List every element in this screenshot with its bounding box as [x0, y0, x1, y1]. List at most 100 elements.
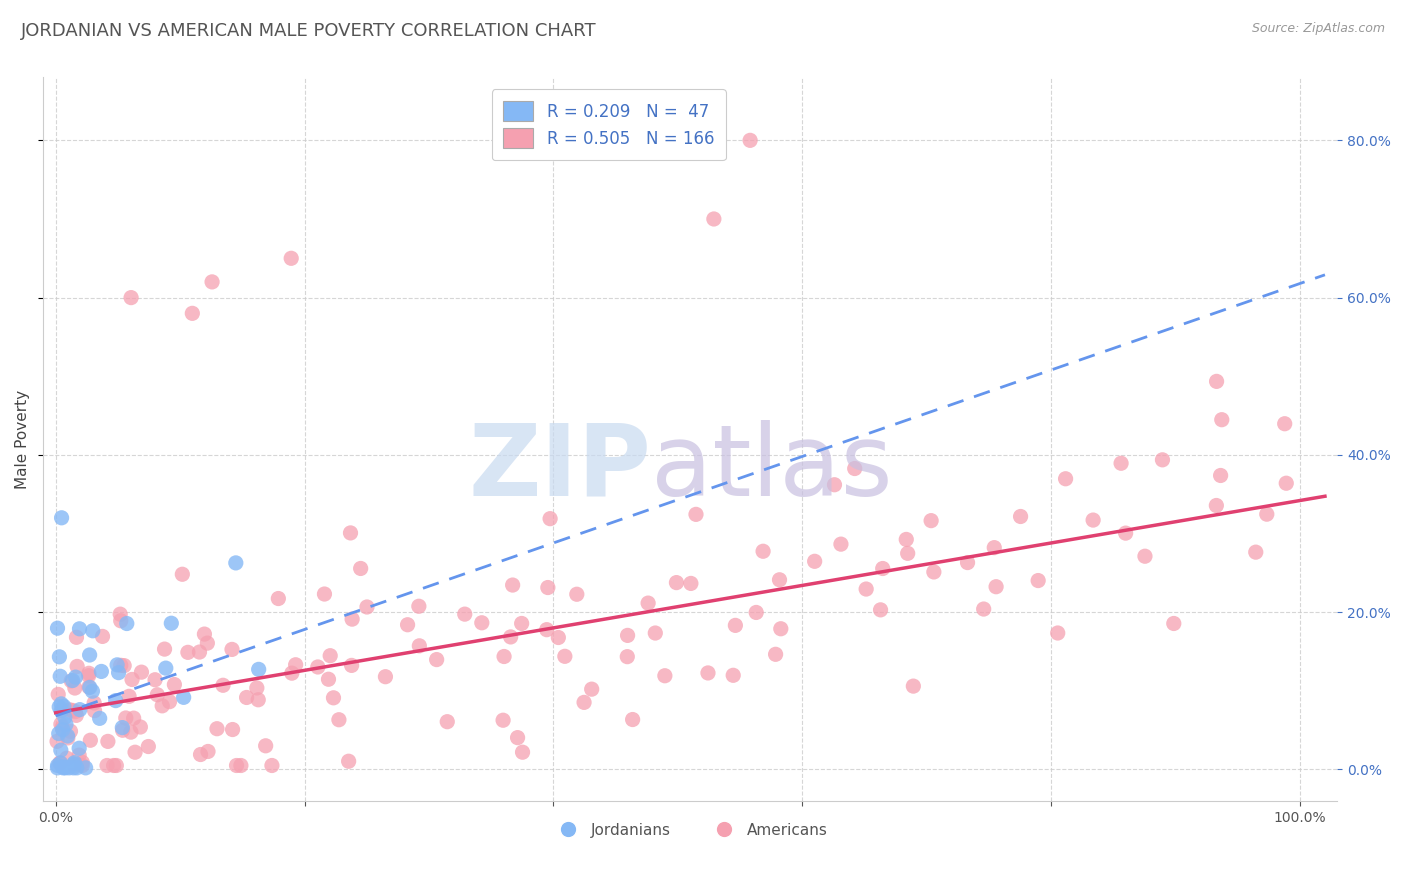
- Point: [104, 693, 127, 707]
- Point: [554, 649, 576, 664]
- Point: [120, 725, 142, 739]
- Point: [212, 678, 235, 692]
- Point: [703, 211, 725, 226]
- Point: [685, 508, 707, 522]
- Point: [49, 743, 72, 757]
- Point: [284, 657, 307, 672]
- Point: [973, 602, 995, 616]
- Point: [46, 687, 69, 701]
- Point: [65, 705, 87, 719]
- Point: [146, 688, 169, 702]
- Point: [644, 626, 666, 640]
- Point: [172, 567, 194, 582]
- Point: [318, 672, 340, 686]
- Point: [63, 756, 86, 770]
- Point: [155, 661, 177, 675]
- Point: [79, 648, 101, 662]
- Point: [697, 665, 720, 680]
- Point: [572, 695, 595, 709]
- Point: [350, 561, 373, 575]
- Point: [65, 708, 87, 723]
- Point: [173, 690, 195, 705]
- Point: [115, 616, 138, 631]
- Point: [65, 630, 87, 644]
- Y-axis label: Male Poverty: Male Poverty: [15, 390, 30, 489]
- Point: [307, 660, 329, 674]
- Point: [49, 669, 72, 683]
- Point: [740, 133, 762, 147]
- Point: [62, 757, 84, 772]
- Point: [52, 760, 75, 774]
- Text: atlas: atlas: [651, 419, 893, 516]
- Point: [120, 291, 142, 305]
- Point: [110, 614, 132, 628]
- Point: [114, 711, 136, 725]
- Point: [58, 761, 80, 775]
- Point: [654, 669, 676, 683]
- Point: [536, 623, 558, 637]
- Point: [454, 607, 477, 621]
- Point: [616, 649, 638, 664]
- Point: [281, 666, 304, 681]
- Point: [637, 596, 659, 610]
- Point: [79, 733, 101, 747]
- Legend: Jordanians, Americans: Jordanians, Americans: [547, 817, 834, 844]
- Point: [547, 631, 569, 645]
- Point: [830, 537, 852, 551]
- Point: [138, 739, 160, 754]
- Point: [221, 723, 243, 737]
- Point: [56, 731, 79, 745]
- Text: Source: ZipAtlas.com: Source: ZipAtlas.com: [1251, 22, 1385, 36]
- Point: [49, 756, 72, 771]
- Point: [506, 731, 529, 745]
- Point: [150, 698, 173, 713]
- Point: [745, 606, 768, 620]
- Point: [66, 659, 89, 673]
- Point: [314, 587, 336, 601]
- Point: [59, 724, 82, 739]
- Point: [396, 617, 419, 632]
- Point: [89, 711, 111, 725]
- Point: [225, 758, 247, 772]
- Point: [46, 621, 69, 635]
- Point: [616, 628, 638, 642]
- Point: [49, 717, 72, 731]
- Point: [55, 761, 77, 775]
- Point: [1205, 499, 1227, 513]
- Point: [229, 758, 252, 772]
- Point: [159, 695, 181, 709]
- Point: [1209, 468, 1232, 483]
- Point: [103, 758, 125, 772]
- Point: [1133, 549, 1156, 564]
- Point: [896, 533, 918, 547]
- Point: [105, 758, 128, 772]
- Point: [79, 681, 101, 695]
- Text: ZIP: ZIP: [468, 419, 651, 516]
- Point: [855, 582, 877, 596]
- Point: [52, 723, 75, 737]
- Point: [51, 704, 73, 718]
- Point: [280, 252, 302, 266]
- Point: [328, 713, 350, 727]
- Point: [319, 648, 342, 663]
- Point: [62, 703, 84, 717]
- Point: [69, 703, 91, 717]
- Point: [803, 554, 825, 568]
- Point: [436, 714, 458, 729]
- Point: [124, 745, 146, 759]
- Point: [122, 711, 145, 725]
- Point: [177, 645, 200, 659]
- Point: [72, 756, 94, 770]
- Point: [225, 556, 247, 570]
- Point: [48, 699, 70, 714]
- Point: [956, 556, 979, 570]
- Point: [752, 544, 775, 558]
- Point: [48, 649, 70, 664]
- Point: [108, 607, 131, 622]
- Point: [51, 510, 73, 524]
- Point: [197, 744, 219, 758]
- Point: [340, 612, 363, 626]
- Point: [91, 629, 114, 643]
- Point: [824, 477, 846, 491]
- Point: [62, 673, 84, 688]
